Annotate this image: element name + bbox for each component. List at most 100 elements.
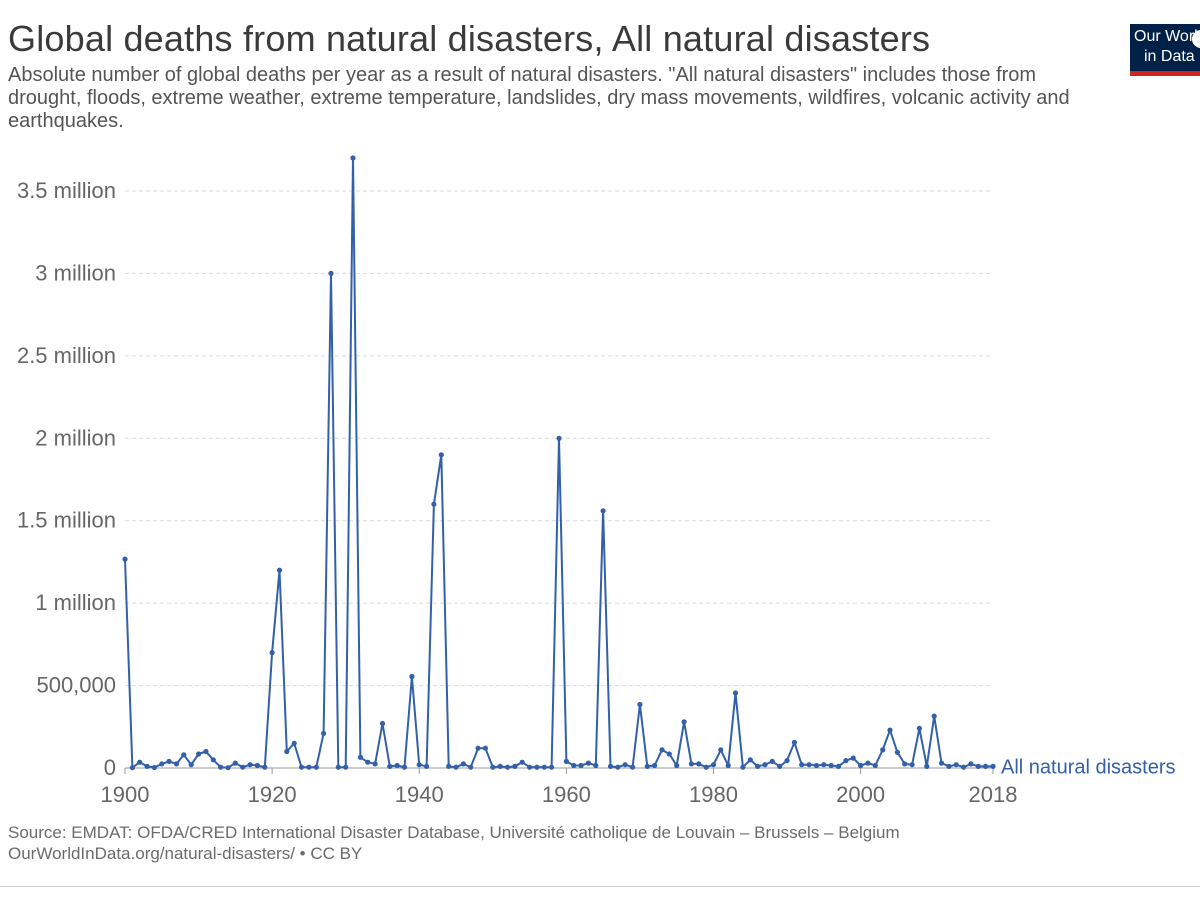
data-point[interactable] xyxy=(813,762,820,769)
data-point[interactable] xyxy=(835,763,842,770)
data-point[interactable] xyxy=(210,757,216,763)
data-point[interactable] xyxy=(232,760,238,766)
data-point[interactable] xyxy=(762,762,768,768)
data-point[interactable] xyxy=(416,762,422,768)
series-label[interactable]: All natural disasters xyxy=(1001,756,1176,778)
data-point[interactable] xyxy=(173,761,180,767)
source-link[interactable]: OurWorldInData.org/natural-disasters/ • … xyxy=(8,844,363,863)
data-point[interactable] xyxy=(983,763,989,770)
data-point[interactable] xyxy=(482,745,488,751)
data-point[interactable] xyxy=(512,763,518,770)
data-point[interactable] xyxy=(747,757,753,763)
data-point[interactable] xyxy=(196,751,202,757)
data-point[interactable] xyxy=(556,435,562,441)
data-point[interactable] xyxy=(732,690,739,696)
data-point[interactable] xyxy=(872,762,878,769)
data-point[interactable] xyxy=(504,764,511,770)
data-point[interactable] xyxy=(394,762,400,769)
series-line[interactable] xyxy=(124,157,993,769)
data-point[interactable] xyxy=(519,759,525,765)
data-point[interactable] xyxy=(828,762,834,769)
data-point[interactable] xyxy=(424,763,430,770)
data-point[interactable] xyxy=(600,508,606,514)
data-point[interactable] xyxy=(946,763,952,770)
data-point[interactable] xyxy=(563,758,570,765)
data-point[interactable] xyxy=(630,764,636,770)
data-point[interactable] xyxy=(438,452,444,458)
data-point[interactable] xyxy=(696,761,702,767)
data-point[interactable] xyxy=(188,762,194,768)
data-point[interactable] xyxy=(306,764,312,770)
data-point[interactable] xyxy=(225,765,231,771)
data-point[interactable] xyxy=(247,762,253,768)
data-point[interactable] xyxy=(674,762,680,769)
data-point[interactable] xyxy=(549,764,555,770)
data-point[interactable] xyxy=(291,740,297,746)
data-point[interactable] xyxy=(887,727,893,733)
data-point[interactable] xyxy=(725,762,731,769)
data-point[interactable] xyxy=(490,764,496,770)
data-point[interactable] xyxy=(777,763,783,770)
data-point[interactable] xyxy=(527,764,533,770)
data-point[interactable] xyxy=(409,673,415,680)
data-point[interactable] xyxy=(578,762,584,769)
data-point[interactable] xyxy=(791,739,798,746)
data-point[interactable] xyxy=(799,762,805,768)
data-point[interactable] xyxy=(644,763,650,770)
data-point[interactable] xyxy=(357,754,363,760)
data-point[interactable] xyxy=(541,764,547,770)
data-point[interactable] xyxy=(262,764,268,770)
data-point[interactable] xyxy=(585,760,592,766)
data-point[interactable] xyxy=(902,761,908,767)
owid-logo[interactable]: Our World in Data xyxy=(1130,24,1200,76)
data-point[interactable] xyxy=(240,764,246,770)
data-point[interactable] xyxy=(931,713,937,719)
data-point[interactable] xyxy=(335,764,341,770)
data-point[interactable] xyxy=(615,764,621,770)
data-point[interactable] xyxy=(254,762,260,769)
data-point[interactable] xyxy=(122,556,128,562)
data-point[interactable] xyxy=(666,751,672,757)
data-point[interactable] xyxy=(607,763,614,770)
data-point[interactable] xyxy=(755,763,761,770)
data-point[interactable] xyxy=(769,758,775,765)
data-point[interactable] xyxy=(313,764,319,770)
data-point[interactable] xyxy=(534,764,540,770)
data-point[interactable] xyxy=(379,720,386,727)
data-point[interactable] xyxy=(850,755,856,761)
data-point[interactable] xyxy=(166,758,172,765)
data-point[interactable] xyxy=(909,762,915,768)
data-point[interactable] xyxy=(710,762,717,768)
data-point[interactable] xyxy=(924,763,930,770)
data-point[interactable] xyxy=(137,759,143,765)
data-point[interactable] xyxy=(218,764,224,770)
data-point[interactable] xyxy=(365,759,371,765)
data-point[interactable] xyxy=(659,747,665,753)
data-point[interactable] xyxy=(387,763,393,770)
data-point[interactable] xyxy=(703,764,709,770)
data-point[interactable] xyxy=(350,155,356,161)
data-point[interactable] xyxy=(475,745,481,751)
data-point[interactable] xyxy=(343,764,349,770)
data-point[interactable] xyxy=(961,764,967,770)
data-point[interactable] xyxy=(718,747,724,753)
data-point[interactable] xyxy=(144,763,150,770)
data-point[interactable] xyxy=(372,761,378,767)
data-point[interactable] xyxy=(681,719,687,725)
data-point[interactable] xyxy=(894,749,901,755)
data-point[interactable] xyxy=(880,747,886,753)
data-point[interactable] xyxy=(622,762,628,768)
data-point[interactable] xyxy=(276,567,283,573)
data-point[interactable] xyxy=(784,758,790,764)
data-point[interactable] xyxy=(328,270,334,276)
data-point[interactable] xyxy=(181,752,187,758)
data-point[interactable] xyxy=(865,760,871,766)
data-point[interactable] xyxy=(938,760,945,766)
data-point[interactable] xyxy=(688,761,695,767)
data-point[interactable] xyxy=(990,763,996,770)
data-point[interactable] xyxy=(298,764,305,770)
data-point[interactable] xyxy=(497,763,503,770)
data-point[interactable] xyxy=(159,761,165,767)
data-point[interactable] xyxy=(401,764,408,770)
data-point[interactable] xyxy=(637,701,643,708)
